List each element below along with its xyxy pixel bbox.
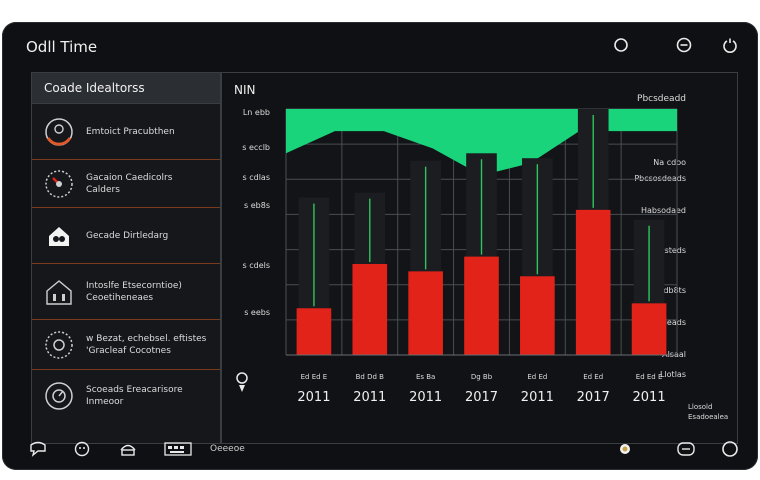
left-label: s cdlas — [243, 173, 270, 182]
bar — [631, 303, 667, 355]
x-tick-label: 2011 — [353, 390, 386, 405]
left-label: s cdels — [243, 261, 271, 270]
speedometer-icon — [42, 167, 76, 201]
mail-icon[interactable] — [118, 440, 138, 458]
right-header: Pbcsdeadd — [637, 94, 686, 104]
x-tick-label: 2011 — [521, 390, 554, 405]
minimize-icon[interactable] — [675, 36, 693, 54]
sidebar: Coade Idealtorss Emtoict Pracubthen Gaca… — [31, 72, 221, 444]
x-tick-label: 2011 — [297, 390, 330, 405]
left-label: s eb8s — [244, 201, 270, 210]
bar — [296, 308, 332, 355]
message-icon[interactable] — [676, 440, 696, 458]
home-icon — [42, 219, 76, 253]
sidebar-item-label: Scoeads Ereacarisore Inmeoor — [86, 385, 183, 407]
sidebar-item-label: w Bezat, echebsel. eftistes 'Gracleaf Coc… — [86, 333, 207, 356]
dial-icon — [42, 328, 76, 362]
bar — [464, 256, 499, 355]
sidebar-item-2[interactable]: Gacaion Caedicolrs Calders — [32, 160, 220, 208]
meter-icon — [42, 379, 76, 413]
sidebar-item-label: Gecade Dirtledarg — [86, 230, 169, 241]
right-label: Pbcsosdeads — [634, 174, 686, 183]
record-icon[interactable] — [612, 36, 630, 54]
right-footer: Esadoealea — [688, 413, 728, 421]
bottom-label: Oeeeoe — [210, 444, 245, 454]
left-label: s ecclb — [242, 143, 270, 152]
bar — [408, 271, 443, 355]
tablet-frame: Odll Time Coade Idealtorss Emtoict Pracu… — [2, 22, 758, 470]
chart-panel: NIN Pbcsdeadd Ln ebb s ecclb s cdlas s e… — [221, 72, 738, 444]
panel-title: NIN — [234, 83, 256, 97]
right-label: Habsodaed — [641, 206, 686, 215]
sidebar-item-6[interactable]: Scoeads Ereacarisore Inmeoor — [32, 370, 220, 422]
title-bar: Odll Time — [2, 22, 758, 70]
keyboard-icon[interactable] — [164, 440, 192, 458]
bar-chart: Pbcsdeadd Ln ebb s ecclb s cdlas s eb8s … — [236, 94, 728, 421]
bar — [575, 209, 611, 355]
category-sublabel: Dg Bb — [471, 373, 493, 381]
category-sublabel: Ed Ed E — [636, 373, 663, 381]
sidebar-item-5[interactable]: w Bezat, echebsel. eftistes 'Gracleaf Coc… — [32, 320, 220, 370]
bar — [352, 263, 388, 355]
right-footer: Llosold — [688, 403, 712, 411]
sidebar-item-1[interactable]: Emtoict Pracubthen — [32, 104, 220, 160]
sidebar-header: Coade Idealtorss — [32, 73, 220, 104]
marker-icon — [236, 372, 248, 392]
power-icon[interactable] — [721, 36, 739, 54]
sidebar-item-label: Intoslfe Etsecorntioe) Ceoetiheneaes — [86, 280, 182, 303]
x-tick-label: 2017 — [577, 390, 610, 405]
right-label: Llotlas — [660, 370, 686, 379]
category-sublabel: Ed Ed E — [301, 373, 328, 381]
house-icon — [42, 275, 76, 309]
left-label: Ln ebb — [243, 108, 270, 117]
category-sublabel: Ed Ed — [583, 373, 603, 381]
right-label: IHaodb8ts — [645, 286, 686, 295]
category-sublabel: Ed Ed — [527, 373, 547, 381]
right-label: Na cdoo — [653, 158, 686, 167]
app-title: Odll Time — [26, 38, 98, 56]
settings-icon[interactable] — [720, 440, 740, 458]
sidebar-item-label: Emtoict Pracubthen — [86, 126, 175, 137]
x-tick-label: 2011 — [633, 390, 666, 405]
gauge-icon — [42, 115, 76, 149]
category-sublabel: Es Ba — [416, 373, 435, 381]
sidebar-item-label: Gacaion Caedicolrs Calders — [86, 172, 173, 195]
bar — [520, 276, 555, 355]
x-tick-label: 2017 — [465, 390, 498, 405]
x-tick-label: 2011 — [409, 390, 442, 405]
chat-icon[interactable] — [28, 440, 48, 458]
category-sublabel: Bd Dd B — [356, 373, 385, 381]
left-label: s eebs — [244, 308, 270, 317]
sidebar-item-4[interactable]: Intoslfe Etsecorntioe) Ceoetiheneaes — [32, 264, 220, 320]
sidebar-item-3[interactable]: Gecade Dirtledarg — [32, 208, 220, 264]
bottom-bar: Oeeeoe — [2, 428, 758, 470]
brightness-icon[interactable] — [615, 440, 635, 458]
emoji-icon[interactable] — [72, 440, 92, 458]
